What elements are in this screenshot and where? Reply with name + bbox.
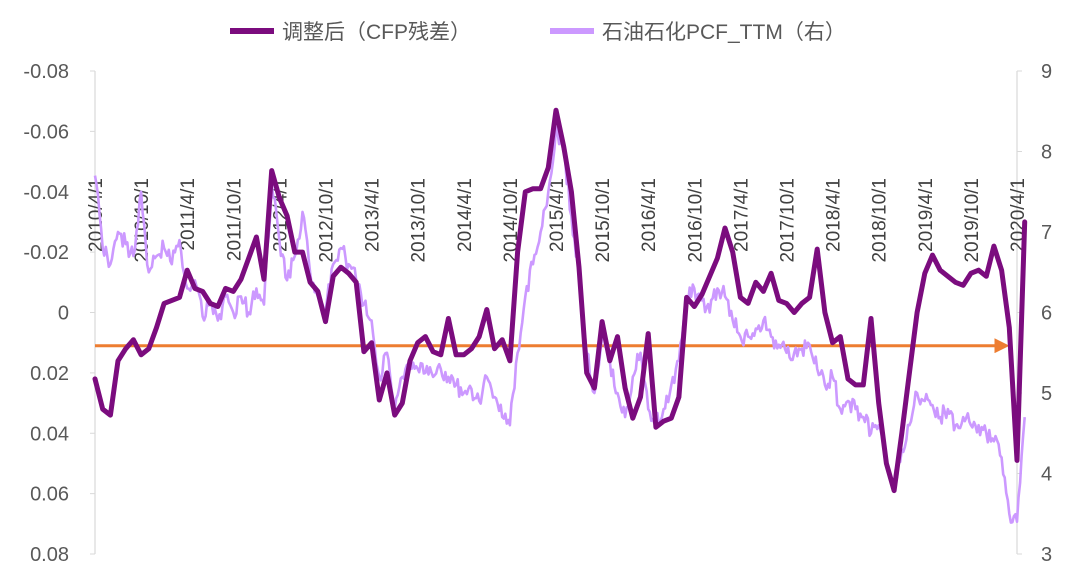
x-tick-label: 2016/4/1: [639, 178, 660, 252]
series-line-pcf-ttm: [93, 126, 1026, 524]
x-tick-label: 2016/10/1: [685, 178, 706, 263]
right-tick-label: 9: [1041, 61, 1052, 83]
x-tick-label: 2019/10/1: [962, 178, 983, 263]
right-tick-label: 8: [1041, 142, 1052, 164]
x-tick-label: 2018/10/1: [870, 178, 891, 263]
x-tick-label: 2011/4/1: [178, 178, 199, 251]
left-tick-label: 0.06: [30, 484, 69, 506]
x-tick-label: 2012/10/1: [317, 178, 338, 263]
x-tick-label: 2017/4/1: [731, 178, 752, 252]
left-tick-label: -0.04: [23, 182, 69, 204]
legend-label-pcf-ttm[interactable]: 石油石化PCF_TTM（右）: [602, 21, 846, 44]
axes: -0.08 -0.06 -0.04 -0.02 0 0.02 0.04 0.06 0.08 3 4 5…: [23, 61, 1052, 566]
x-tick-label: 2015/10/1: [593, 178, 614, 263]
x-tick-label: 2012/4/1: [270, 178, 291, 252]
x-tick-label: 2019/4/1: [916, 178, 937, 252]
x-tick-label: 2013/4/1: [363, 178, 384, 252]
left-tick-label: 0.02: [30, 363, 69, 385]
right-tick-label: 5: [1041, 383, 1052, 405]
x-tick-label: 2014/4/1: [455, 178, 476, 252]
x-tick-label: 2013/10/1: [409, 178, 430, 263]
legend-label-cfp-residual[interactable]: 调整后（CFP残差）: [282, 21, 471, 44]
left-tick-label: -0.08: [23, 61, 69, 83]
right-tick-label: 7: [1041, 222, 1052, 244]
x-axis-labels: 2010/4/1 2010/10/1 2011/4/1 2011/10/1 2012/4…: [86, 178, 1029, 263]
left-tick-label: 0: [58, 303, 69, 325]
left-tick-label: 0.04: [30, 423, 69, 445]
x-tick-label: 2018/4/1: [824, 178, 845, 252]
right-tick-label: 4: [1041, 464, 1052, 486]
series: [92, 107, 1028, 524]
legend: 调整后（CFP残差） 石油石化PCF_TTM（右）: [230, 21, 846, 44]
left-tick-label: -0.02: [23, 242, 69, 264]
right-tick-label: 3: [1041, 544, 1052, 566]
x-tick-label: 2015/4/1: [547, 178, 568, 252]
x-tick-label: 2017/10/1: [778, 178, 799, 263]
left-tick-label: -0.06: [23, 121, 69, 143]
right-tick-label: 6: [1041, 303, 1052, 325]
left-tick-label: 0.08: [30, 544, 69, 566]
series-line-cfp-residual: [92, 107, 1028, 494]
x-tick-label: 2011/10/1: [224, 178, 245, 261]
